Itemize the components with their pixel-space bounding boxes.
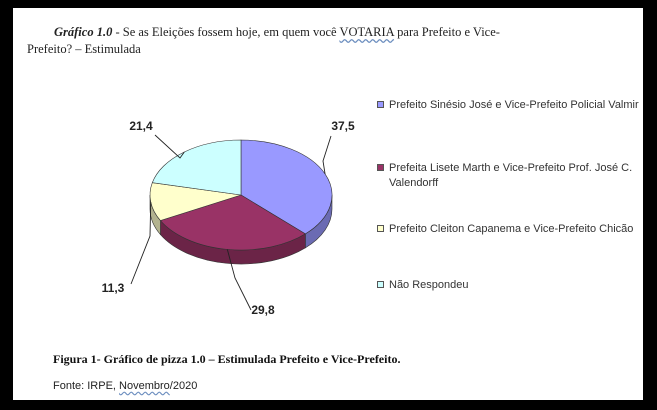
- source-month: Novembro: [119, 380, 170, 392]
- chart-title-votaria: VOTARIA: [339, 25, 395, 39]
- pie-chart: 37,5 29,8 11,3 21,4: [102, 119, 355, 317]
- figure-caption: Figura 1- Gráfico de pizza 1.0 – Estimul…: [53, 352, 401, 366]
- legend-label-4: Não Respondeu: [389, 279, 469, 291]
- pie-value-label-2: 29,8: [251, 303, 275, 317]
- pie-leader-4: [154, 134, 185, 159]
- chart-title-text-2: para Prefeito e Vice-: [394, 25, 500, 39]
- legend-label-3: Prefeito Cleiton Capanema e Vice-Prefeit…: [389, 223, 634, 235]
- legend-item-4: Não Respondeu: [377, 278, 642, 293]
- source-suffix: /2020: [169, 380, 198, 392]
- pie-leader-3: [130, 202, 152, 285]
- document-page: Gráfico 1.0 - Se as Eleições fossem hoje…: [13, 8, 643, 400]
- legend-swatch-3: [377, 225, 384, 232]
- legend-swatch-4: [377, 281, 384, 288]
- chart-title: Gráfico 1.0 - Se as Eleições fossem hoje…: [27, 24, 614, 58]
- legend-item-1: Prefeito Sinésio José e Vice-Prefeito Po…: [377, 98, 642, 113]
- chart-title-line2: Prefeito? – Estimulada: [27, 42, 141, 56]
- pie-value-label-4: 21,4: [129, 119, 153, 133]
- legend-label-1: Prefeito Sinésio José e Vice-Prefeito Po…: [389, 99, 639, 111]
- pie-slice-3: [149, 182, 242, 221]
- legend-item-2: Prefeita Lisete Marth e Vice-Prefeito Pr…: [377, 161, 642, 191]
- legend-swatch-1: [377, 101, 384, 108]
- pie-slice-4: [151, 139, 242, 196]
- source-prefix: Fonte: IRPE,: [53, 380, 120, 392]
- chart-title-text-1: - Se as Eleições fossem hoje, em quem vo…: [112, 25, 340, 39]
- pie-value-label-3: 11,3: [102, 281, 125, 295]
- pie-slice-1: [240, 139, 333, 235]
- chart-title-label: Gráfico 1.0: [54, 25, 113, 39]
- legend-item-3: Prefeito Cleiton Capanema e Vice-Prefeit…: [377, 222, 642, 237]
- pie-side-walls: [149, 194, 333, 265]
- legend-label-2: Prefeita Lisete Marth e Vice-Prefeito Pr…: [389, 162, 633, 189]
- pie-value-label-1: 37,5: [331, 119, 355, 133]
- legend-swatch-2: [377, 164, 384, 171]
- pie-leader-1: [322, 135, 332, 175]
- pie-leader-2: [226, 249, 252, 311]
- source-note: Fonte: IRPE, Novembro/2020: [53, 380, 197, 392]
